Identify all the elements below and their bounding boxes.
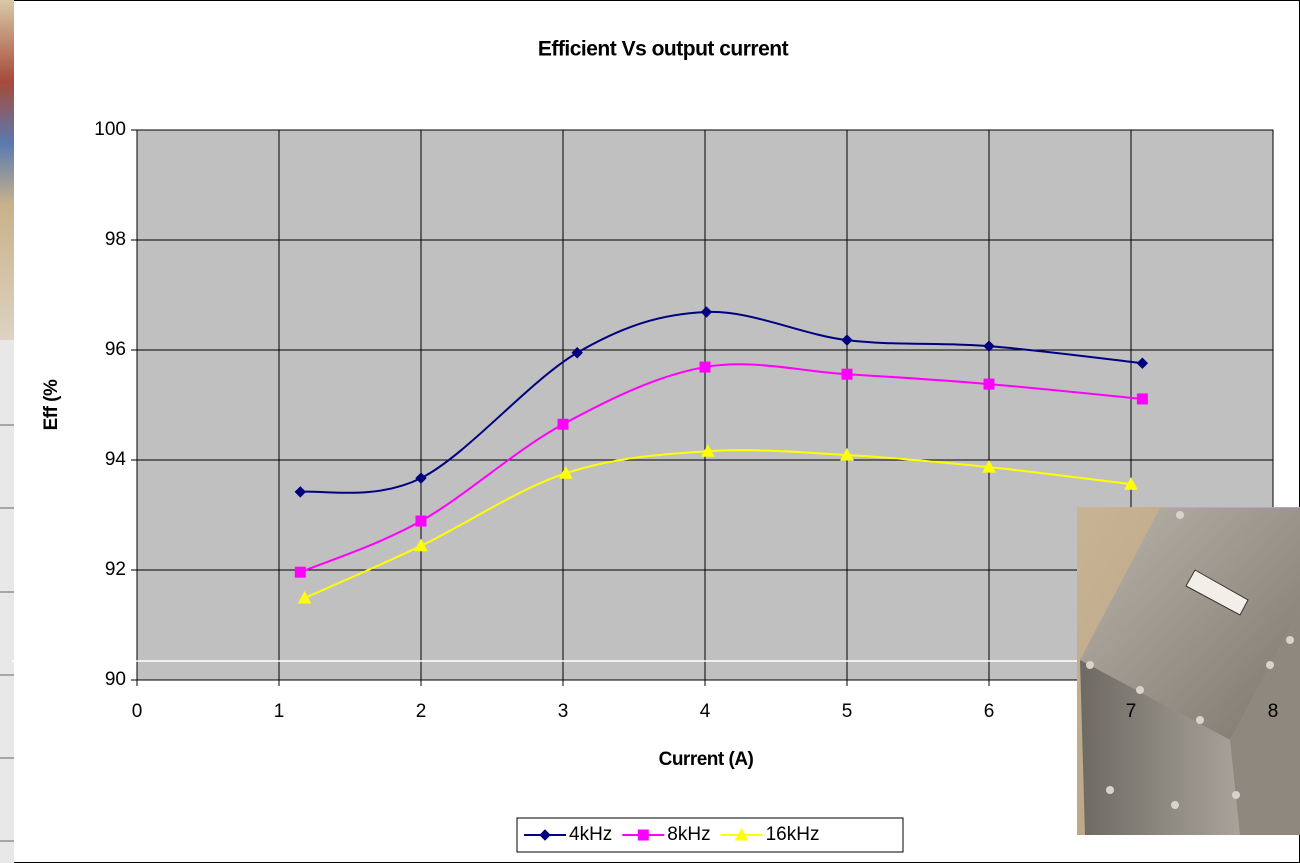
x-tick-label: 7 (1126, 701, 1137, 722)
marker (699, 361, 711, 373)
y-tick-label: 90 (105, 669, 126, 690)
left-table-lines (0, 424, 14, 842)
x-tick-label: 8 (1268, 701, 1279, 722)
legend-label: 8kHz (667, 824, 710, 845)
marker (557, 418, 569, 430)
x-tick-label: 5 (842, 701, 853, 722)
left-photo-strip (0, 0, 14, 410)
legend-label: 4kHz (569, 824, 612, 845)
marker (982, 460, 996, 473)
marker (297, 591, 312, 604)
y-tick-label: 92 (105, 559, 126, 580)
marker (294, 566, 306, 578)
chart-title: Efficient Vs output current (538, 38, 789, 61)
marker (983, 378, 995, 390)
y-tick-label: 94 (105, 449, 127, 470)
legend-box (516, 817, 904, 853)
marker (700, 306, 713, 318)
marker (734, 827, 749, 841)
legend-label: 16kHz (766, 824, 820, 845)
marker (983, 340, 995, 352)
marker (415, 515, 427, 527)
legend: 4kHz 8kHz 16kHz (516, 817, 904, 853)
marker (539, 829, 551, 841)
series (294, 361, 1148, 578)
x-tick-label: 3 (558, 701, 569, 722)
series (294, 306, 1149, 498)
marker (637, 829, 649, 841)
marker (841, 368, 853, 380)
x-axis-label: Current (A) (659, 749, 754, 770)
x-tick-label: 0 (132, 701, 143, 722)
marker (841, 334, 853, 346)
marker (1136, 393, 1148, 405)
marker (1136, 357, 1149, 369)
y-tick-label: 96 (105, 339, 126, 360)
marker (415, 472, 427, 484)
photo (1077, 507, 1300, 835)
x-tick-label: 6 (984, 701, 995, 722)
x-tick-label: 2 (416, 701, 427, 722)
marker (571, 347, 583, 359)
series-group (294, 306, 1149, 604)
y-tick-label: 100 (94, 119, 126, 140)
marker (558, 466, 573, 479)
marker (294, 486, 307, 498)
marker (414, 538, 428, 552)
series (297, 444, 1138, 604)
y-axis-label: Eff (% (41, 379, 62, 430)
x-tick-label: 4 (700, 701, 711, 722)
grid (131, 129, 1274, 686)
x-tick-label: 1 (274, 701, 285, 722)
left-table-strip (0, 340, 14, 863)
marker (700, 444, 715, 457)
marker (1124, 477, 1138, 490)
y-tick-label: 98 (105, 229, 126, 250)
marker (840, 448, 854, 461)
